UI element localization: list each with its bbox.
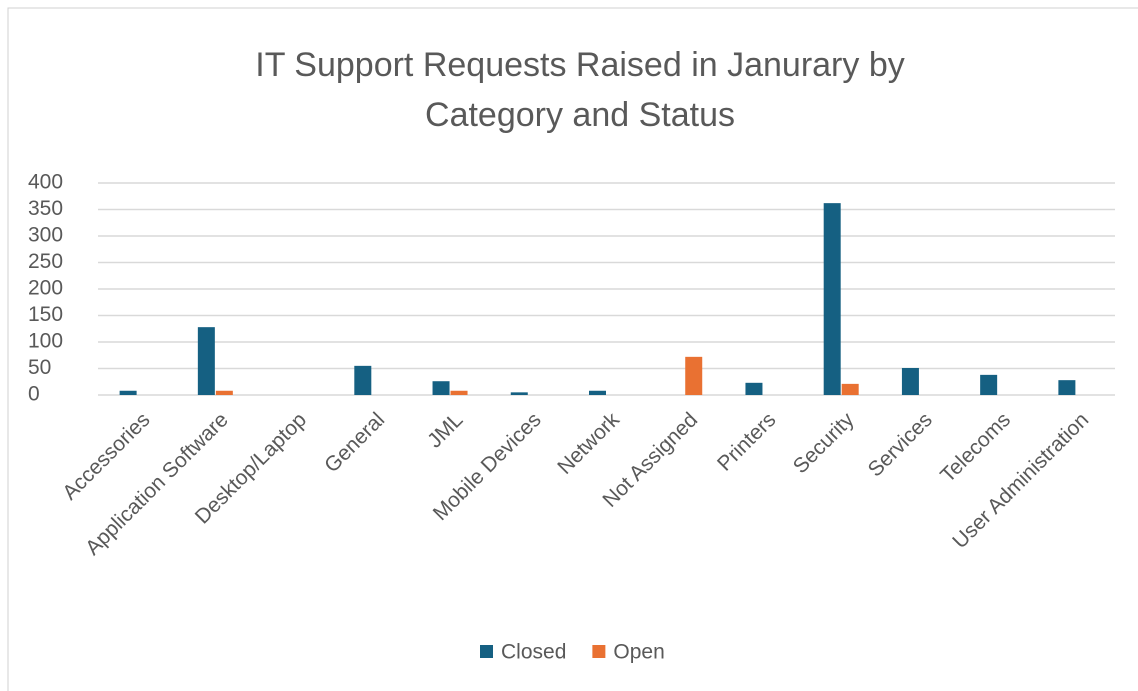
x-tick-label: User Administration	[948, 408, 1093, 553]
x-tick-label: Security	[789, 408, 859, 478]
legend-label: Open	[613, 641, 664, 664]
x-tick-label: Telecoms	[936, 408, 1015, 487]
y-tick-label: 350	[28, 197, 63, 220]
y-tick-label: 200	[28, 277, 63, 300]
bar	[119, 390, 137, 395]
chart-frame	[7, 7, 1138, 691]
bar	[197, 327, 215, 395]
bar	[823, 203, 841, 395]
x-tick-label: Application Software	[81, 408, 233, 560]
bar	[980, 374, 998, 395]
bar	[432, 381, 450, 395]
legend-swatch	[592, 645, 606, 658]
bar	[450, 390, 468, 395]
x-tick-label: Printers	[713, 408, 780, 475]
y-tick-label: 250	[28, 250, 63, 273]
bar	[901, 367, 919, 395]
x-tick-label: JML	[423, 408, 467, 452]
y-tick-label: 100	[28, 330, 63, 353]
y-tick-label: 50	[28, 356, 51, 379]
legend-label: Closed	[501, 641, 566, 664]
x-tick-label: Network	[553, 408, 624, 479]
bar	[510, 392, 528, 395]
y-tick-label: 0	[28, 383, 40, 406]
bar	[685, 356, 703, 395]
bar	[354, 365, 372, 395]
legend-swatch	[480, 645, 493, 658]
y-tick-label: 400	[28, 171, 63, 194]
chart-title: IT Support Requests Raised in Janurary b…	[255, 46, 905, 134]
y-tick-label: 150	[28, 303, 63, 326]
bar	[841, 383, 859, 395]
bar	[589, 390, 606, 395]
y-tick-label: 300	[28, 224, 63, 247]
bar	[215, 390, 233, 395]
bar	[1058, 380, 1076, 395]
bar	[745, 382, 763, 395]
x-tick-label: General	[320, 408, 389, 477]
x-tick-label: Services	[864, 408, 937, 481]
